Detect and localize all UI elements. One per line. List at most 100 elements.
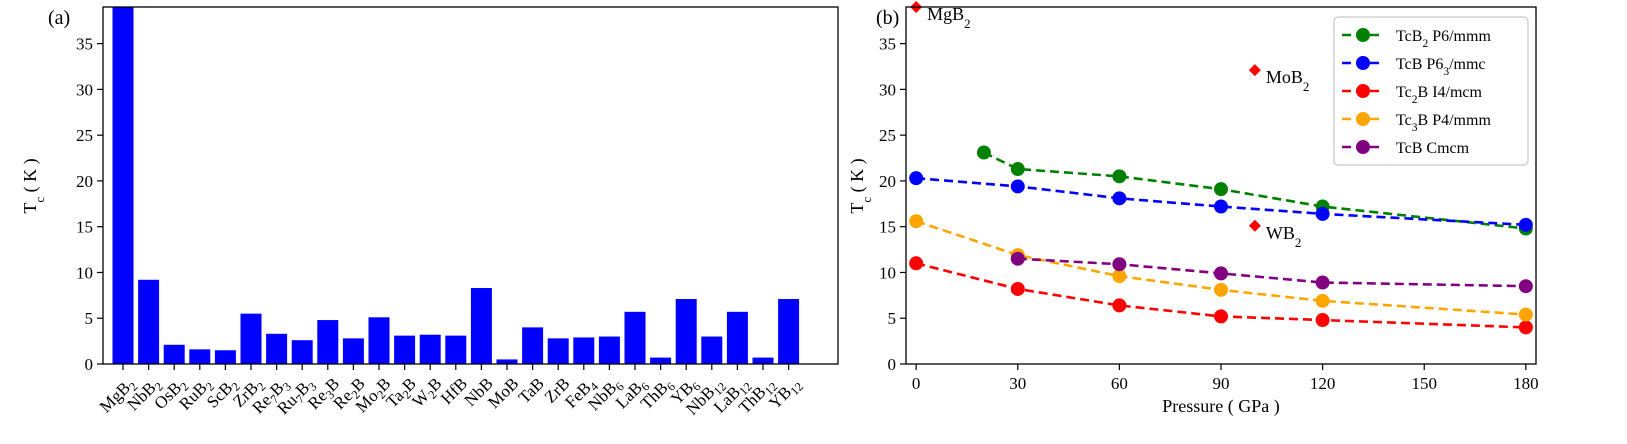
data-point [1214, 309, 1228, 324]
data-point [1315, 206, 1330, 221]
x-tick-label: 30 [1009, 374, 1026, 393]
legend-label: Tc3B P4/mmm [1396, 112, 1491, 134]
series-line [916, 176, 1526, 227]
x-tick-label: 90 [1213, 374, 1230, 393]
y-tick-label: 25 [76, 126, 93, 145]
bar [778, 299, 800, 364]
bar [624, 311, 646, 364]
legend-entry: Tc3B P4/mmm [1342, 112, 1491, 134]
data-point [1112, 257, 1127, 272]
y-tick-label: 15 [879, 218, 896, 237]
panel-a-y-axis-label: Tc ( K ) [20, 158, 47, 213]
data-point [1518, 217, 1533, 232]
bar [752, 357, 774, 364]
bar [291, 340, 313, 364]
y-tick-label: 35 [76, 35, 93, 54]
data-point [1010, 179, 1025, 194]
bar [650, 357, 672, 364]
data-point [1518, 307, 1533, 322]
reference-label: MoB2 [1266, 67, 1310, 94]
bar [598, 336, 620, 364]
legend-entry: Tc2B I4/mcm [1342, 84, 1483, 106]
data-point [1112, 191, 1127, 206]
legend-label: TcB P63/mmc [1396, 56, 1486, 78]
panel-a-x-tick-labels: MgB2NbB2OsB2RuB2ScB2ZrB2Re7B3Ru7B3Re3BRe… [96, 364, 806, 419]
panel-a-frame [102, 6, 839, 365]
y-tick-label: 30 [879, 80, 896, 99]
data-point [909, 256, 924, 271]
x-tick-label: 150 [1411, 374, 1437, 393]
bar [394, 335, 416, 364]
data-point [1112, 269, 1127, 284]
y-tick-label: 0 [85, 355, 94, 374]
panel-b-y-axis-title: Tc ( K ) [847, 158, 874, 213]
bar [445, 335, 467, 364]
data-point [1214, 199, 1228, 214]
panel-b-x-axis-title: Pressure ( GPa ) [1162, 396, 1279, 417]
panel-b-y-axis-label: Tc ( K ) [847, 158, 874, 213]
panel-a-y-axis-title: Tc ( K ) [20, 158, 47, 213]
data-point [909, 171, 924, 186]
data-point [1315, 275, 1330, 290]
bar [138, 279, 160, 364]
panel-a-bar-chart: (a) Tc ( K ) 0 5 10 15 20 25 30 35 MgB2NbB2OsB2… [20, 6, 839, 419]
bar [701, 336, 723, 364]
bar [240, 313, 262, 364]
series-line [915, 262, 1526, 329]
data-point [1010, 251, 1025, 266]
series-tc [909, 214, 1533, 322]
bar [419, 334, 441, 364]
y-tick-label: 20 [879, 172, 896, 191]
panel-b-line-chart: (b) Tc ( K ) Pressure ( GPa ) 0 5 10 15 20 25… [847, 1, 1539, 417]
legend-box [1333, 16, 1529, 166]
x-tick-label: 180 [1513, 374, 1539, 393]
bar [214, 350, 236, 364]
data-point [1315, 293, 1330, 308]
legend-marker [1356, 140, 1370, 154]
y-tick-label: 20 [76, 172, 93, 191]
panel-b-frame [905, 6, 1537, 365]
reference-marker [1248, 219, 1261, 232]
x-tick-label: 0 [912, 374, 921, 393]
panel-b-label: (b) [876, 7, 899, 29]
data-point [1010, 281, 1025, 296]
series-line [1017, 257, 1526, 288]
bar [547, 338, 569, 364]
series-line [915, 219, 1526, 316]
data-point [909, 214, 924, 229]
legend-marker [1356, 84, 1370, 98]
reference-label: MgB2 [927, 4, 971, 31]
bar [189, 349, 211, 364]
series-tcb-p6 [909, 171, 1533, 232]
legend-label: TcB2 P6/mmm [1396, 28, 1491, 50]
panel-a-label: (a) [48, 7, 70, 29]
panel-b-legend: TcB2 P6/mmm TcB P63/mmc Tc2B I4/mcm Tc3B P4… [1333, 16, 1529, 166]
bar [368, 317, 390, 364]
panel-b-ticks: 0 5 10 15 20 25 30 35 0 30 60 90 120 150 180 [879, 35, 1539, 393]
y-tick-label: 5 [85, 309, 94, 328]
data-point [1518, 320, 1533, 335]
x-tick-label: YB12 [765, 374, 806, 415]
data-point [976, 145, 991, 160]
y-tick-label: 30 [76, 80, 93, 99]
legend-entry: TcB Cmcm [1342, 140, 1470, 157]
y-tick-label: 15 [76, 218, 93, 237]
data-point [1518, 279, 1533, 294]
bar [726, 311, 748, 364]
bar [266, 333, 288, 364]
legend-label: TcB Cmcm [1396, 140, 1470, 157]
data-point [1010, 162, 1025, 177]
x-tick-label: 60 [1111, 374, 1128, 393]
bar [163, 344, 185, 364]
data-point [1112, 169, 1127, 184]
panel-b-series [909, 145, 1533, 335]
legend-entry: TcB2 P6/mmm [1342, 28, 1491, 50]
legend-label: Tc2B I4/mcm [1396, 84, 1483, 106]
bar [470, 288, 492, 364]
bar [675, 299, 697, 364]
data-point [1214, 282, 1228, 297]
bar [112, 7, 134, 364]
data-point [1214, 182, 1228, 197]
legend-marker [1356, 112, 1370, 126]
